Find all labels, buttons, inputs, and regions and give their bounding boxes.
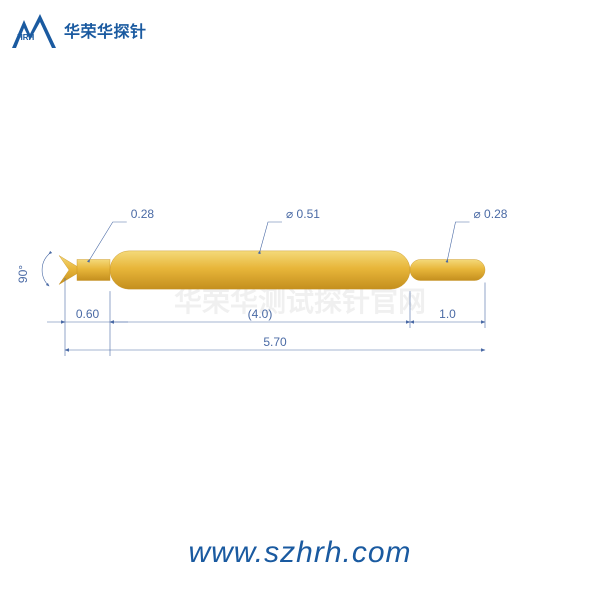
probe-dimension-diagram: 0.60 (4.0) 1.0 5.70 0.28 ⌀ 0.51 ⌀ 0.28 90°	[0, 140, 600, 400]
brand-logo: HRH 华荣华探针	[10, 10, 147, 50]
logo-mark-icon: HRH	[10, 10, 58, 50]
svg-text:HRH: HRH	[17, 33, 35, 42]
svg-text:0.60: 0.60	[76, 307, 100, 321]
svg-text:⌀ 0.51: ⌀ 0.51	[286, 207, 320, 221]
svg-text:5.70: 5.70	[263, 335, 287, 349]
svg-text:1.0: 1.0	[439, 307, 456, 321]
probe-body	[59, 251, 485, 289]
svg-text:90°: 90°	[16, 265, 30, 283]
svg-text:0.28: 0.28	[131, 207, 155, 221]
svg-text:(4.0): (4.0)	[248, 307, 273, 321]
page: HRH 华荣华探针 华荣华测试探针官网 0.60(4.0)1.05.700.28…	[0, 0, 600, 600]
svg-text:⌀ 0.28: ⌀ 0.28	[474, 207, 508, 221]
brand-name: 华荣华探针	[64, 18, 147, 42]
website-url: www.szhrh.com	[0, 536, 600, 570]
